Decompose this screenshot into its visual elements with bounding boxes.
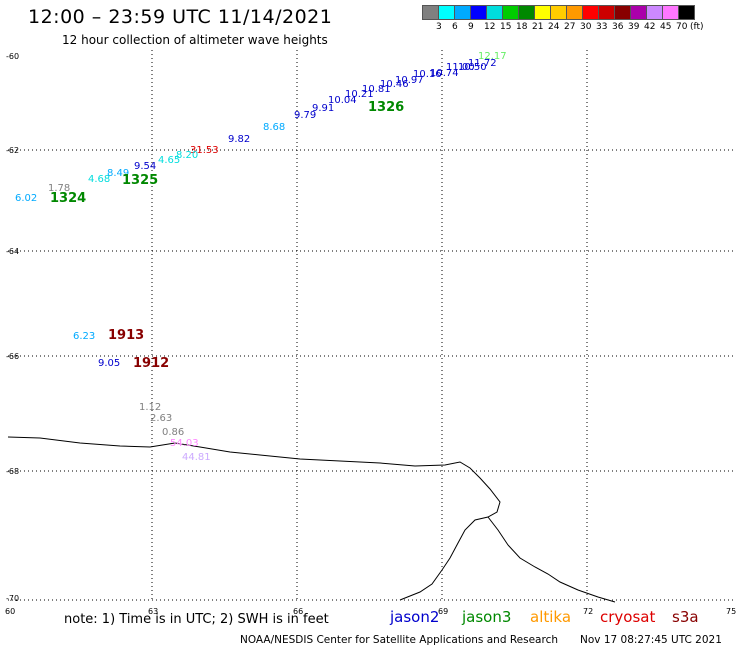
color-scale-label: 3 <box>436 22 442 32</box>
satellite-legend-altika: altika <box>530 608 572 626</box>
color-scale-label: 45 <box>660 22 672 32</box>
pass-time-label: 1325 <box>122 173 158 188</box>
wave-height-label: 9.54 <box>134 161 156 172</box>
color-scale-label: 27 <box>564 22 576 32</box>
color-scale-label: 30 <box>580 22 592 32</box>
lat-label-66: -66 <box>6 352 19 361</box>
footer-note: note: 1) Time is in UTC; 2) SWH is in fe… <box>64 612 329 627</box>
graticule <box>8 50 734 602</box>
lon-label-66: 66 <box>293 607 303 616</box>
color-scale-label: 33 <box>596 22 608 32</box>
color-swatch <box>678 5 695 20</box>
wave-height-labels: 12.1711.7211.0010.5010.7410.1610.9710.46… <box>15 51 507 463</box>
wave-height-label: 9.91 <box>312 103 334 114</box>
color-scale-labels: 3 6 9 12 15 18 21 24 27 30 33 36 39 42 45 70 (ft) <box>422 22 740 36</box>
color-scale <box>422 5 695 20</box>
satellite-legend-jason3: jason3 <box>462 608 512 626</box>
lat-label-62: -62 <box>6 146 19 155</box>
wave-height-label: 11.00 <box>446 62 475 73</box>
wave-height-label: 6.02 <box>15 193 37 204</box>
lat-label-60: -60 <box>6 52 19 61</box>
satellite-legend-jason2: jason2 <box>390 608 440 626</box>
wave-height-label: 44.81 <box>182 452 211 463</box>
generated-timestamp: Nov 17 08:27:45 UTC 2021 <box>580 634 722 646</box>
color-scale-label: 42 <box>644 22 656 32</box>
pass-time-label: 1913 <box>108 328 144 343</box>
wave-height-label: 9.05 <box>98 358 120 369</box>
color-scale-label: 21 <box>532 22 544 32</box>
wave-height-label: 4.68 <box>88 174 110 185</box>
lat-label-70: -70 <box>6 594 19 603</box>
color-scale-label: 15 <box>500 22 512 32</box>
wave-height-label: 6.23 <box>73 331 95 342</box>
wave-height-label: 10.81 <box>362 84 391 95</box>
pass-time-labels: 1326 1325 1324 1913 1912 <box>50 100 404 371</box>
wave-height-label: 8.68 <box>263 122 285 133</box>
wave-height-label: 10.21 <box>345 89 374 100</box>
wave-height-label: 10.74 <box>430 68 459 79</box>
wave-height-label: 9.82 <box>228 134 250 145</box>
amery-ice-shelf-front <box>487 516 616 603</box>
wave-height-label: 0.86 <box>162 427 184 438</box>
wave-height-label: 31.53 <box>190 145 219 156</box>
color-scale-label: 9 <box>468 22 474 32</box>
lon-labels: 60 63 66 69 72 75 <box>5 607 736 616</box>
lon-label-75: 75 <box>726 607 736 616</box>
wave-height-label: 2.63 <box>150 413 172 424</box>
wave-height-label: 1.12 <box>139 402 161 413</box>
color-scale-label: 39 <box>628 22 640 32</box>
lat-label-64: -64 <box>6 247 19 256</box>
credit-line: NOAA/NESDIS Center for Satellite Applica… <box>240 634 558 646</box>
lon-label-69: 69 <box>438 607 448 616</box>
lon-label-72: 72 <box>583 607 593 616</box>
wave-height-label: 10.97 <box>395 75 424 86</box>
wave-height-label: 10.04 <box>328 95 357 106</box>
color-scale-label: 24 <box>548 22 560 32</box>
color-scale-label: (ft) <box>690 22 704 32</box>
map-title: 12:00 – 23:59 UTC 11/14/2021 <box>28 6 333 28</box>
coastline <box>7 436 616 603</box>
wave-height-label: 1.78 <box>48 183 70 194</box>
color-scale-label: 70 <box>676 22 688 32</box>
pass-time-label: 1912 <box>133 356 169 371</box>
color-scale-label: 18 <box>516 22 528 32</box>
wave-height-label: 8.49 <box>107 168 129 179</box>
wave-height-label: 11.72 <box>468 58 497 69</box>
lat-label-68: -68 <box>6 467 19 476</box>
lon-label-60: 60 <box>5 607 15 616</box>
wave-height-label: 8.20 <box>176 150 198 161</box>
satellite-legend-s3a: s3a <box>672 608 699 626</box>
wave-height-label: 9.79 <box>294 110 316 121</box>
lat-labels: -60 -62 -64 -66 -68 -70 <box>6 52 19 603</box>
satellite-legend-cryosat: cryosat <box>600 608 656 626</box>
pass-time-label: 1326 <box>368 100 404 115</box>
wave-height-label: 12.17 <box>478 51 507 62</box>
lon-label-63: 63 <box>148 607 158 616</box>
color-scale-label: 6 <box>452 22 458 32</box>
color-scale-label: 36 <box>612 22 624 32</box>
wave-height-label: 10.50 <box>458 62 487 73</box>
antarctic-coast <box>7 436 501 601</box>
wave-height-label: 10.16 <box>413 69 442 80</box>
pass-time-label: 1324 <box>50 191 86 206</box>
wave-height-label: 54.03 <box>170 438 199 449</box>
wave-height-label: 10.46 <box>380 79 409 90</box>
wave-height-label: 4.65 <box>158 155 180 166</box>
color-scale-label: 12 <box>484 22 496 32</box>
map-subtitle: 12 hour collection of altimeter wave hei… <box>62 33 328 47</box>
